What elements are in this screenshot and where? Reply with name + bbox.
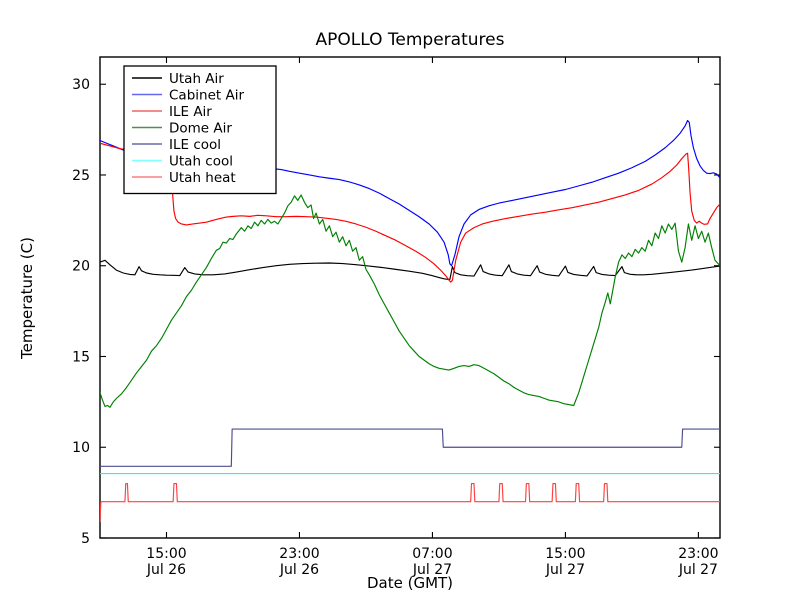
legend-label-cabinet-air[interactable]: Cabinet Air bbox=[169, 88, 244, 104]
x-tick-label-time: 07:00 bbox=[412, 546, 452, 562]
y-axis-title: Temperature (C) bbox=[18, 237, 36, 360]
legend-label-ile-air[interactable]: ILE Air bbox=[169, 104, 212, 120]
legend-background bbox=[123, 65, 277, 195]
series-line-utah-heat bbox=[100, 482, 720, 523]
plot-area-frame bbox=[99, 56, 721, 539]
x-tick-label-date: Jul 27 bbox=[678, 562, 718, 578]
x-tick-label-time: 15:00 bbox=[146, 546, 186, 562]
legend-label-utah-cool[interactable]: Utah cool bbox=[169, 154, 233, 170]
y-tick-label: 15 bbox=[72, 349, 90, 365]
y-tick-label: 10 bbox=[72, 440, 90, 456]
x-tick-label-date: Jul 26 bbox=[146, 562, 186, 578]
x-tick-label-date: Jul 27 bbox=[412, 562, 452, 578]
x-tick-label-date: Jul 27 bbox=[545, 562, 585, 578]
legend-label-ile-cool[interactable]: ILE cool bbox=[169, 137, 221, 153]
legend-label-utah-heat[interactable]: Utah heat bbox=[169, 170, 236, 186]
y-axis-ticks: 5 10 15 20 25 30 bbox=[72, 77, 720, 547]
x-tick-label-time: 15:00 bbox=[545, 546, 585, 562]
legend-label-dome-air[interactable]: Dome Air bbox=[169, 121, 232, 137]
series-line-ile-air bbox=[100, 142, 720, 283]
x-tick-label-date: Jul 26 bbox=[279, 562, 319, 578]
x-axis-title: Date (GMT) bbox=[367, 574, 453, 592]
x-tick-label-time: 23:00 bbox=[678, 546, 718, 562]
y-tick-label: 25 bbox=[72, 168, 90, 184]
x-tick-label-time: 23:00 bbox=[279, 546, 319, 562]
y-tick-label: 30 bbox=[72, 77, 90, 93]
chart-title: APOLLO Temperatures bbox=[316, 30, 505, 50]
series-line-ile-cool bbox=[100, 428, 720, 467]
series-line-dome-air bbox=[100, 194, 720, 408]
y-tick-label: 20 bbox=[72, 259, 90, 275]
y-tick-label: 5 bbox=[81, 531, 90, 547]
legend-label-utah-air[interactable]: Utah Air bbox=[169, 71, 224, 87]
data-series-group bbox=[100, 119, 720, 523]
